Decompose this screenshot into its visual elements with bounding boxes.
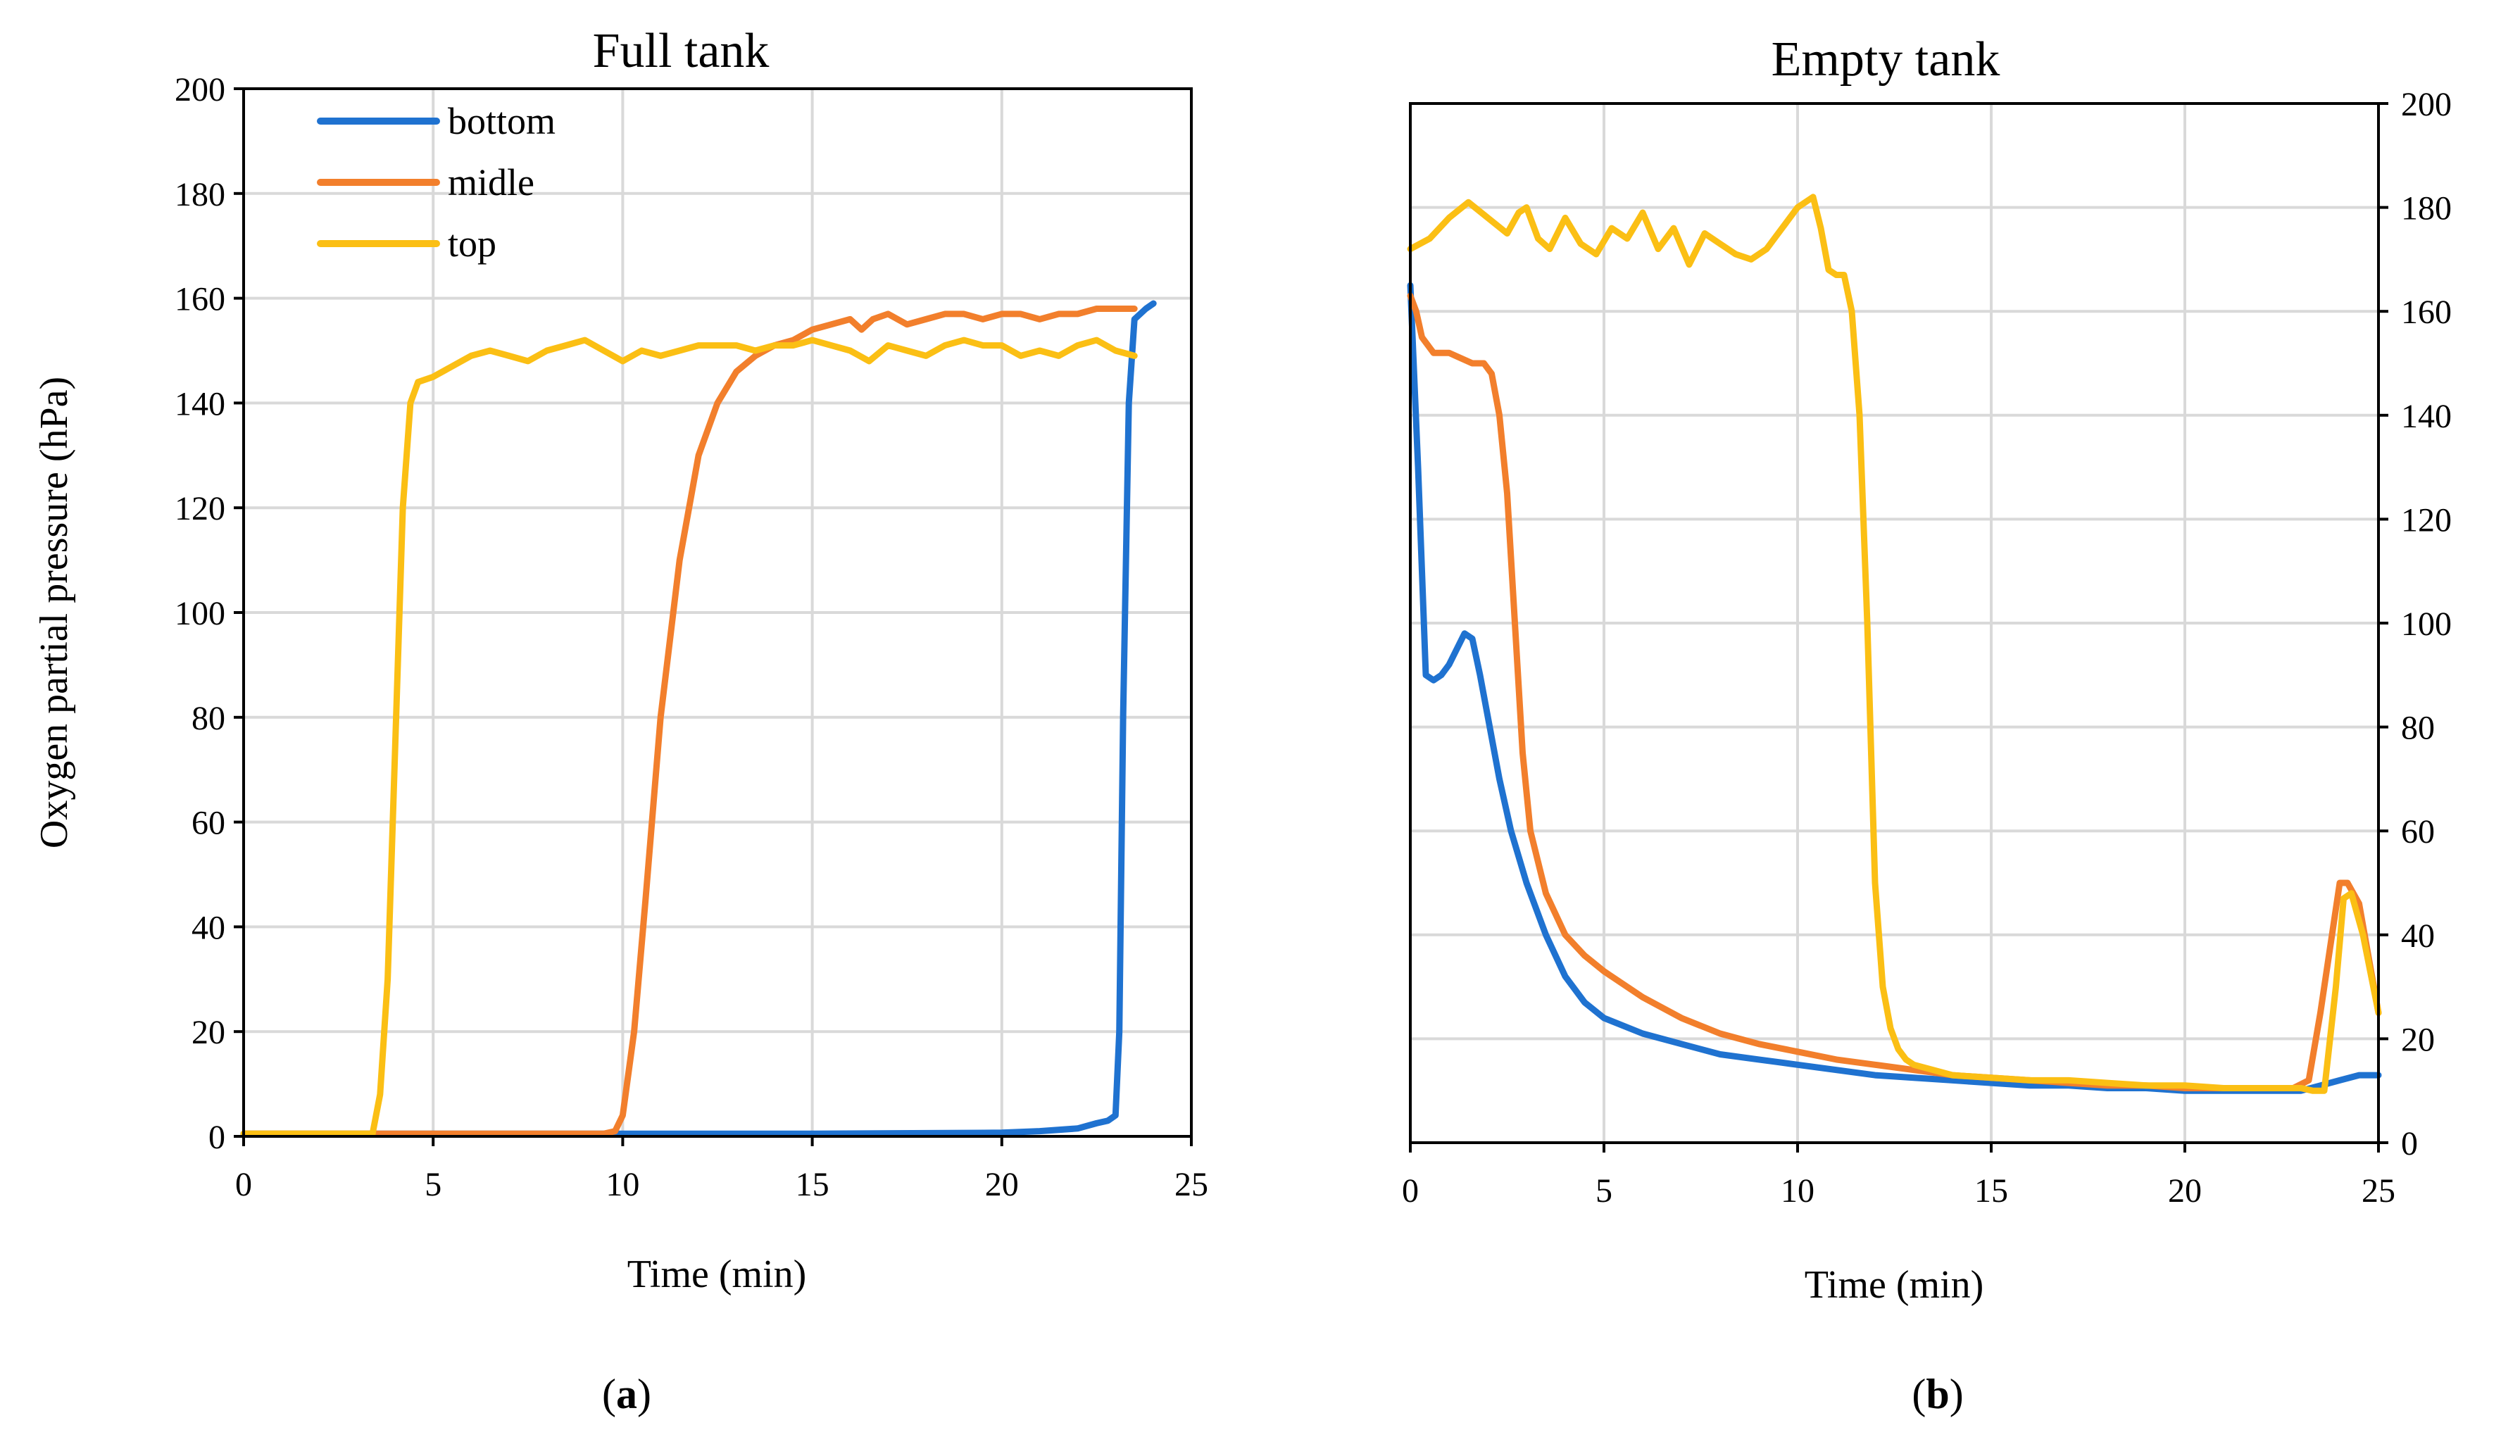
legend-label-bottom: bottom — [448, 100, 556, 142]
y-tick-label: 60 — [192, 805, 225, 842]
legend-label-top: top — [448, 222, 496, 265]
x-tick-label: 0 — [235, 1166, 252, 1203]
x-axis-label-a: Time (min) — [627, 1253, 807, 1296]
y-tick-label: 200 — [2401, 86, 2452, 123]
x-tick-label: 0 — [1402, 1172, 1419, 1210]
y-tick-label: 20 — [2401, 1021, 2435, 1058]
gridlines-b — [1410, 103, 2378, 1143]
y-tick-label: 120 — [175, 490, 225, 527]
y-tick-label: 80 — [2401, 710, 2435, 747]
x-tick-label: 10 — [606, 1166, 639, 1203]
x-axis-label-b: Time (min) — [1805, 1263, 1984, 1307]
caption-a: (a) — [602, 1371, 651, 1417]
y-tick-label: 80 — [192, 700, 225, 737]
x-tick-label: 5 — [1596, 1172, 1612, 1210]
y-tick-label: 140 — [175, 385, 225, 422]
y-tick-label: 100 — [175, 595, 225, 632]
series-line-top — [1407, 194, 2382, 1094]
caption-b: (b) — [1912, 1371, 1963, 1417]
y-tick-label: 0 — [2401, 1125, 2418, 1162]
y-tick-label: 120 — [2401, 501, 2452, 539]
series-group-b — [1407, 194, 2382, 1094]
y-tick-label: 60 — [2401, 813, 2435, 851]
series-group-a — [240, 300, 1157, 1137]
x-tick-label: 20 — [985, 1166, 1019, 1203]
legend-label-midle: midle — [448, 161, 534, 203]
x-tick-label: 15 — [1974, 1172, 2008, 1210]
y-tick-label: 180 — [175, 176, 225, 213]
y-tick-label: 140 — [2401, 398, 2452, 435]
caption-a-letter: a — [616, 1371, 637, 1417]
legend: bottom midle top — [317, 100, 556, 265]
x-tick-label: 15 — [796, 1166, 829, 1203]
series-line-bottom — [1407, 282, 2382, 1094]
series-line-midle — [240, 306, 1138, 1137]
y-tick-label: 160 — [2401, 294, 2452, 331]
chart-title-a: Full tank — [593, 24, 770, 78]
x-tick-label: 10 — [1781, 1172, 1814, 1210]
chart-title-b: Empty tank — [1772, 32, 2000, 87]
y-tick-label: 0 — [208, 1119, 225, 1156]
y-tick-label: 180 — [2401, 190, 2452, 227]
y-axis-label-a: Oxygen partial pressure (hPa) — [32, 377, 76, 848]
y-tick-label: 100 — [2401, 605, 2452, 643]
x-tick-label: 20 — [2168, 1172, 2202, 1210]
x-tick-label: 25 — [2362, 1172, 2395, 1210]
x-tick-label: 5 — [425, 1166, 441, 1203]
x-tick-label: 25 — [1174, 1166, 1208, 1203]
axis-ticks-a: 0 5 10 15 20 25 0 20 40 60 80 100 120 140 160 180 200 — [175, 71, 1208, 1203]
y-tick-label: 20 — [192, 1014, 225, 1051]
y-tick-label: 160 — [175, 281, 225, 318]
y-tick-label: 200 — [175, 71, 225, 108]
y-tick-label: 40 — [192, 909, 225, 946]
y-tick-label: 40 — [2401, 917, 2435, 955]
series-line-bottom — [240, 300, 1157, 1137]
caption-b-letter: b — [1926, 1371, 1949, 1417]
chart-panel-full-tank: 0 5 10 15 20 25 0 20 40 60 80 100 120 140 160 180 200 Fu… — [32, 24, 1208, 1296]
series-line-top — [240, 337, 1138, 1137]
